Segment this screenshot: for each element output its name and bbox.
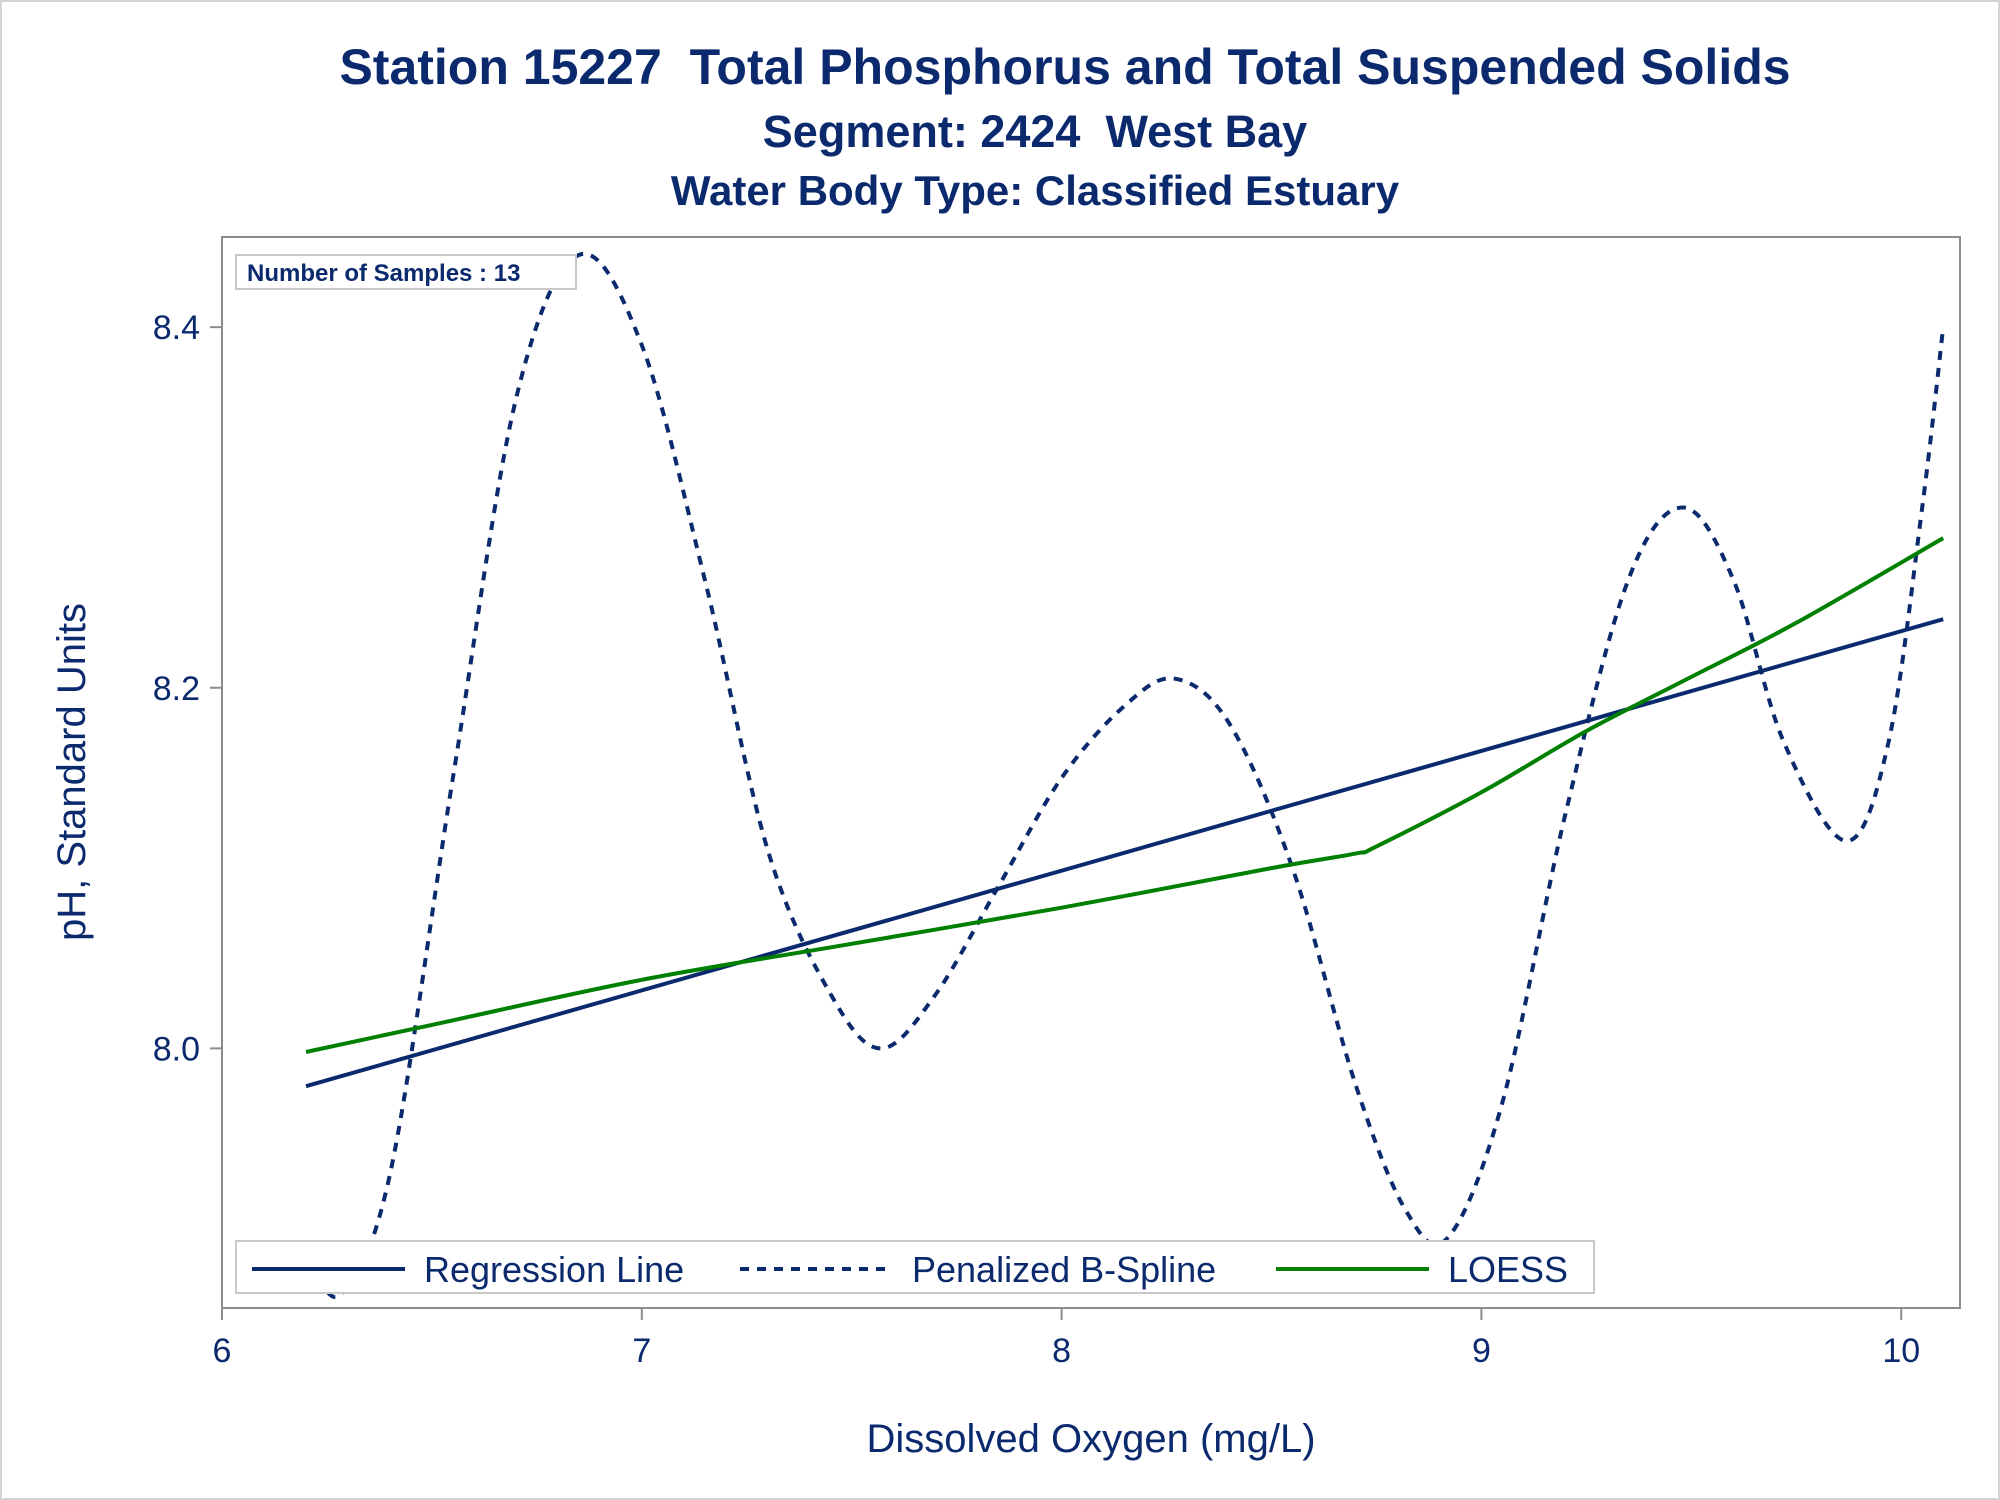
y-tick-label: 8.4: [153, 309, 200, 347]
x-tick-label: 6: [213, 1332, 232, 1370]
y-tick-label: 8.0: [153, 1030, 200, 1068]
series-penalized-b-spline: [304, 251, 1946, 1300]
legend-label-loess: LOESS: [1448, 1249, 1568, 1290]
y-tick-label: 8.2: [153, 670, 200, 708]
sample-count-inset: Number of Samples : 13: [235, 254, 577, 290]
legend-label-spline: Penalized B-Spline: [912, 1249, 1216, 1290]
series-regression-line: [305, 617, 1944, 1089]
sample-count-text: Number of Samples : 13: [247, 260, 520, 287]
legend-label-regression: Regression Line: [424, 1249, 684, 1290]
legend: Regression Line Penalized B-Spline LOESS: [235, 1240, 1595, 1294]
x-axis-label: Dissolved Oxygen (mg/L): [866, 1417, 1315, 1461]
chart-subtitle-waterbody: Water Body Type: Classified Estuary: [670, 167, 1400, 214]
x-tick-label: 7: [632, 1332, 651, 1370]
series-loess: [305, 536, 1945, 1054]
x-tick-label: 9: [1472, 1332, 1491, 1370]
x-tick-label: 10: [1882, 1332, 1920, 1370]
inset-box: [235, 254, 577, 290]
y-axis-label: pH, Standard Units: [50, 603, 94, 941]
axes: 6 7 8 9 10 8.0 8.2 8.4: [153, 309, 1920, 1370]
plot-area: [221, 236, 1961, 1309]
series-layer: [304, 251, 1946, 1300]
chart-title: Station 15227 Total Phosphorus and Total…: [339, 39, 1791, 95]
x-tick-label: 8: [1052, 1332, 1071, 1370]
chart-subtitle-segment: Segment: 2424 West Bay: [762, 106, 1308, 157]
